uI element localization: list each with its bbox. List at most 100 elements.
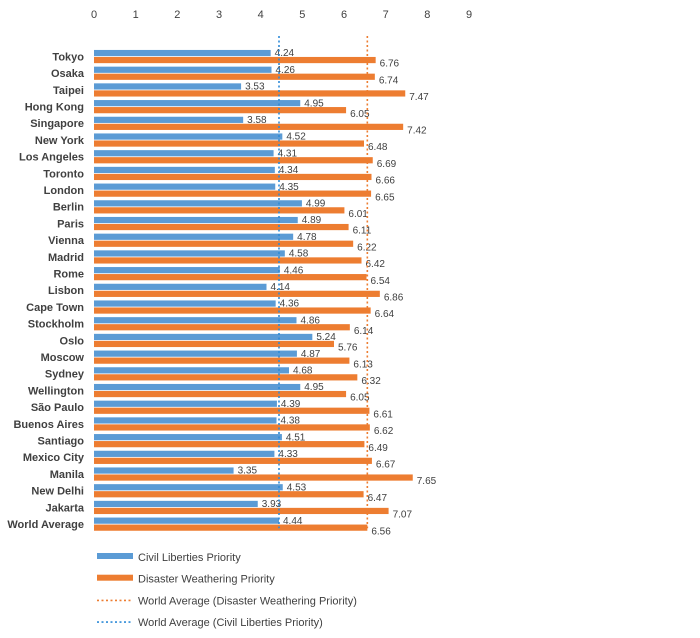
- disaster-weathering-bar: [94, 223, 349, 231]
- civil-liberties-bar: [94, 183, 276, 190]
- category-label: Taipei: [53, 85, 84, 97]
- category-label: Cape Town: [26, 302, 84, 314]
- category-label: New York: [35, 135, 85, 147]
- disaster-weathering-bar: [94, 107, 347, 114]
- disaster-weathering-bar: [94, 90, 406, 97]
- legend-label: World Average (Disaster Weathering Prior…: [138, 595, 357, 607]
- data-label: 6.86: [384, 292, 404, 303]
- data-label: 4.14: [271, 282, 291, 293]
- data-label: 3.53: [245, 82, 265, 93]
- category-label: Hong Kong: [25, 101, 84, 113]
- category-label: Moscow: [41, 352, 85, 364]
- legend-label: Civil Liberties Priority: [138, 552, 241, 564]
- data-label: 4.31: [278, 148, 298, 159]
- x-tick-label: 1: [133, 9, 139, 21]
- civil-liberties-bar: [94, 100, 301, 107]
- category-label: Stockholm: [28, 319, 84, 331]
- data-label: 4.51: [286, 432, 306, 443]
- data-label: 6.76: [380, 59, 400, 70]
- data-label: 3.93: [262, 499, 282, 510]
- disaster-weathering-bar: [94, 207, 345, 214]
- civil-liberties-bar: [94, 49, 271, 57]
- category-label: Paris: [57, 218, 84, 230]
- disaster-weathering-bar: [94, 140, 364, 147]
- data-label: 4.95: [304, 382, 324, 393]
- civil-liberties-bar: [94, 233, 294, 240]
- legend-label: Disaster Weathering Priority: [138, 574, 275, 586]
- disaster-weathering-bar: [94, 173, 372, 181]
- disaster-weathering-bar: [94, 123, 404, 130]
- civil-liberties-bar: [94, 333, 313, 341]
- category-label: Madrid: [48, 252, 84, 264]
- legend-swatch: [97, 574, 133, 581]
- data-label: 4.78: [297, 232, 317, 243]
- data-label: 4.26: [276, 65, 296, 76]
- data-label: 6.05: [350, 393, 370, 404]
- civil-liberties-bar: [94, 367, 289, 374]
- disaster-weathering-bar: [94, 491, 364, 498]
- category-label: London: [44, 185, 85, 197]
- disaster-weathering-bar: [94, 157, 373, 164]
- civil-liberties-bar: [94, 383, 301, 391]
- x-tick-label: 3: [216, 9, 222, 21]
- x-tick-label: 5: [299, 9, 305, 21]
- civil-liberties-bar: [94, 450, 275, 457]
- legend-swatch: [97, 553, 133, 559]
- x-tick-label: 7: [383, 9, 389, 21]
- category-label: Sydney: [45, 369, 85, 381]
- data-label: 7.65: [417, 476, 437, 487]
- data-label: 6.54: [371, 276, 391, 287]
- data-label: 6.42: [366, 259, 386, 270]
- disaster-weathering-bar: [94, 474, 413, 481]
- data-label: 4.24: [275, 48, 295, 59]
- disaster-weathering-bar: [94, 240, 354, 247]
- category-label: Vienna: [48, 235, 85, 247]
- data-label: 4.58: [289, 249, 309, 260]
- civil-liberties-bar: [94, 517, 279, 524]
- data-label: 3.35: [238, 466, 258, 477]
- data-label: 6.64: [375, 309, 395, 320]
- data-label: 4.36: [280, 299, 300, 310]
- data-label: 4.86: [301, 315, 321, 326]
- data-label: 6.05: [350, 109, 370, 120]
- category-label: Rome: [53, 268, 84, 280]
- disaster-weathering-bar: [94, 457, 372, 464]
- disaster-weathering-bar: [94, 307, 371, 314]
- data-label: 7.07: [393, 510, 413, 521]
- x-tick-label: 6: [341, 9, 347, 21]
- civil-liberties-bar: [94, 133, 283, 140]
- category-label: New Delhi: [31, 486, 84, 498]
- data-label: 5.76: [338, 343, 358, 354]
- data-label: 4.44: [283, 516, 303, 527]
- category-label: Mexico City: [23, 452, 85, 464]
- data-label: 6.66: [376, 176, 396, 187]
- data-label: 4.34: [279, 165, 299, 176]
- disaster-weathering-bar: [94, 524, 368, 531]
- disaster-weathering-bar: [94, 257, 362, 264]
- disaster-weathering-bar: [94, 357, 350, 364]
- disaster-weathering-bar: [94, 424, 370, 431]
- category-label: Santiago: [38, 435, 85, 447]
- civil-liberties-bar: [94, 150, 274, 157]
- category-label: Oslo: [60, 335, 85, 347]
- data-label: 4.39: [281, 399, 301, 410]
- civil-liberties-bar: [94, 267, 280, 274]
- category-label: Berlin: [53, 202, 84, 214]
- civil-liberties-bar: [94, 83, 242, 90]
- civil-liberties-bar: [94, 467, 234, 474]
- data-label: 6.13: [353, 359, 373, 370]
- disaster-weathering-bar: [94, 73, 375, 80]
- category-label: Lisbon: [48, 285, 84, 297]
- civil-liberties-bar: [94, 434, 282, 441]
- data-label: 6.61: [373, 409, 393, 420]
- civil-liberties-bar: [94, 200, 302, 207]
- disaster-weathering-bar: [94, 190, 372, 197]
- disaster-weathering-bar: [94, 56, 376, 64]
- civil-liberties-bar: [94, 350, 297, 357]
- x-tick-label: 0: [91, 9, 97, 21]
- data-label: 4.33: [278, 449, 298, 460]
- data-label: 7.42: [407, 125, 427, 136]
- legend-label: World Average (Civil Liberties Priority): [138, 617, 323, 629]
- data-label: 4.53: [287, 482, 307, 493]
